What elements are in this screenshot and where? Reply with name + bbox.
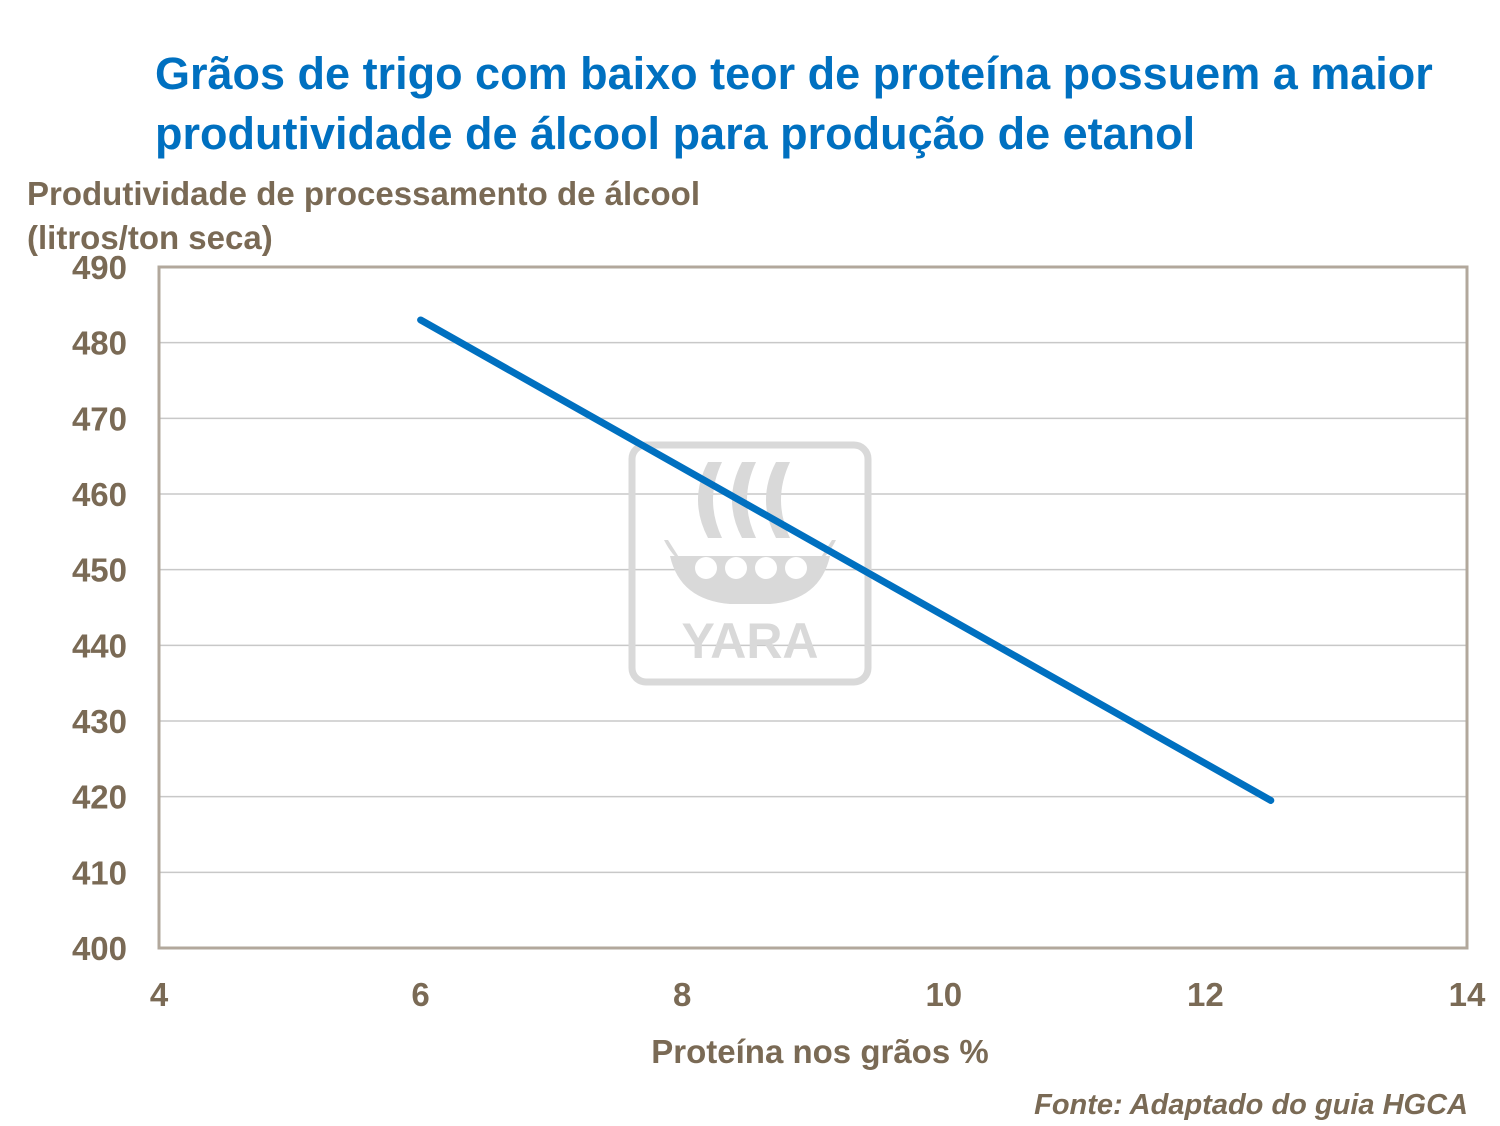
y-tick-label: 480	[72, 325, 127, 362]
x-tick-label: 14	[1449, 976, 1486, 1013]
x-tick-label: 6	[411, 976, 429, 1013]
plot-area-frame	[157, 265, 1469, 950]
y-tick-label: 400	[72, 930, 127, 967]
x-tick-label: 8	[673, 976, 691, 1013]
y-tick-label: 430	[72, 703, 127, 740]
x-axis-ticks: 4 6 8 10 12 14	[150, 976, 1486, 1013]
x-axis-label: Proteína nos grãos %	[651, 1033, 989, 1070]
y-axis-ticks: 400 410 420 430 440 450 460 470 480 490	[72, 249, 127, 967]
y-tick-label: 460	[72, 476, 127, 513]
source-note: Fonte: Adaptado do guia HGCA	[1034, 1089, 1468, 1121]
watermark-text: YARA	[681, 613, 818, 669]
gridlines	[159, 341, 1467, 874]
x-tick-label: 12	[1187, 976, 1224, 1013]
yara-watermark-logo: YARA	[628, 441, 872, 686]
y-axis-label: Produtividade de processamento de álcool…	[27, 175, 701, 256]
x-tick-label: 4	[150, 976, 169, 1013]
y-tick-label: 490	[72, 249, 127, 286]
y-tick-label: 470	[72, 400, 127, 437]
x-tick-label: 10	[925, 976, 962, 1013]
series-layer	[417, 316, 1275, 804]
y-tick-label: 440	[72, 627, 127, 664]
series-line	[417, 316, 1275, 804]
y-tick-label: 420	[72, 779, 127, 816]
chart-title: Grãos de trigo com baixo teor de proteín…	[155, 48, 1433, 159]
y-tick-label: 410	[72, 854, 127, 891]
y-tick-label: 450	[72, 552, 127, 589]
